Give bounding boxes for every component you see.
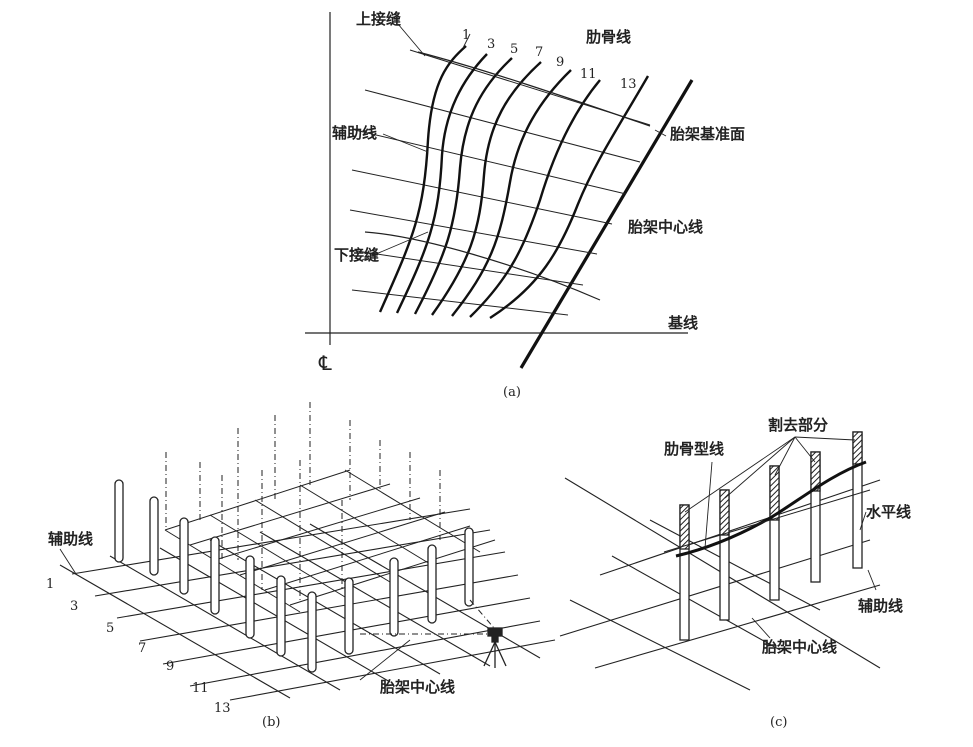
rib-profile-line-label: 肋骨型线 xyxy=(664,440,724,458)
post xyxy=(427,544,437,624)
auxiliary-lines-label-b: 辅助线 xyxy=(48,530,93,548)
rib-number: 7 xyxy=(535,45,543,60)
post xyxy=(344,577,354,655)
figure-b: 辅助线 胎架中心线 1 3 5 7 9 11 13 (b) xyxy=(46,402,556,730)
rib-line-3 xyxy=(395,53,488,314)
centerline-symbol: ℄ xyxy=(318,351,332,375)
rib-number: 9 xyxy=(556,55,564,70)
leaders-b xyxy=(59,548,411,681)
rib-line-13 xyxy=(489,75,650,320)
rib-number: 5 xyxy=(106,621,114,636)
base-line-label: 基线 xyxy=(667,314,698,332)
rib-line-11 xyxy=(469,79,601,318)
figure-a: 上接缝 肋骨线 胎架基准面 辅助线 胎架中心线 下接缝 基线 1 3 5 7 9… xyxy=(305,10,745,400)
jig-center-line-label-c: 胎架中心线 xyxy=(762,638,837,656)
upper-seam-label: 上接缝 xyxy=(356,10,401,28)
post xyxy=(245,555,255,639)
jig-datum-plane-label: 胎架基准面 xyxy=(670,125,745,143)
post-cut-part xyxy=(679,504,690,550)
rib-lines-a xyxy=(378,45,650,320)
lower-seam-line xyxy=(364,231,601,301)
jig-center-line-a xyxy=(519,79,694,369)
rib-line-9 xyxy=(451,69,572,317)
rib-number: 7 xyxy=(138,641,146,656)
post xyxy=(276,575,286,657)
sight-lines xyxy=(360,599,495,635)
rib-number: 3 xyxy=(487,37,495,52)
lower-seam-label: 下接缝 xyxy=(334,246,379,264)
jig-center-line-label-b: 胎架中心线 xyxy=(380,678,455,696)
rib-number: 9 xyxy=(166,659,174,674)
post xyxy=(179,517,189,595)
horizontal-line-label: 水平线 xyxy=(866,503,911,521)
rib-number: 3 xyxy=(70,599,78,614)
caption-c: (c) xyxy=(770,715,787,730)
post xyxy=(464,527,474,607)
jig-center-line-label-a: 胎架中心线 xyxy=(628,218,703,236)
post xyxy=(114,479,124,563)
rib-number: 13 xyxy=(214,701,231,716)
rib-number: 5 xyxy=(510,42,518,57)
leaders-a xyxy=(361,23,667,261)
rib-line-1 xyxy=(378,45,467,313)
auxiliary-lines-label-c: 辅助线 xyxy=(858,597,903,615)
leaders-c xyxy=(684,436,877,639)
level-instrument xyxy=(483,627,507,668)
post-cut-part xyxy=(852,431,863,465)
caption-a: (a) xyxy=(503,385,521,400)
post xyxy=(389,557,399,637)
cut-off-part-label: 割去部分 xyxy=(768,416,828,434)
upper-seam-line xyxy=(417,51,651,127)
horizontal-line xyxy=(663,489,871,553)
post xyxy=(210,536,220,615)
post xyxy=(307,591,317,673)
rib-number: 1 xyxy=(462,28,470,43)
caption-b: (b) xyxy=(262,715,280,730)
rib-line-5 xyxy=(413,57,513,315)
rib-line-7 xyxy=(431,61,542,316)
posts-b xyxy=(114,479,474,673)
plumb-lines-b xyxy=(165,402,441,600)
rib-number: 13 xyxy=(620,77,637,92)
post-cut-part xyxy=(719,489,730,536)
auxiliary-lines-label-a: 辅助线 xyxy=(332,124,377,142)
figure-c: 割去部分 肋骨型线 水平线 辅助线 胎架中心线 (c) xyxy=(559,416,911,730)
post-cut-part xyxy=(769,465,780,521)
rib-number: 1 xyxy=(46,577,54,592)
rib-profile-curve xyxy=(675,460,867,558)
rib-number: 11 xyxy=(580,67,597,82)
rib-numbers-a: 1 3 5 7 9 11 13 xyxy=(462,28,637,92)
rib-lines-label: 肋骨线 xyxy=(586,28,631,46)
rib-numbers-b: 1 3 5 7 9 11 13 xyxy=(46,577,231,716)
post xyxy=(149,496,159,576)
rib-number: 11 xyxy=(192,681,209,696)
post-cut-part xyxy=(810,451,821,492)
